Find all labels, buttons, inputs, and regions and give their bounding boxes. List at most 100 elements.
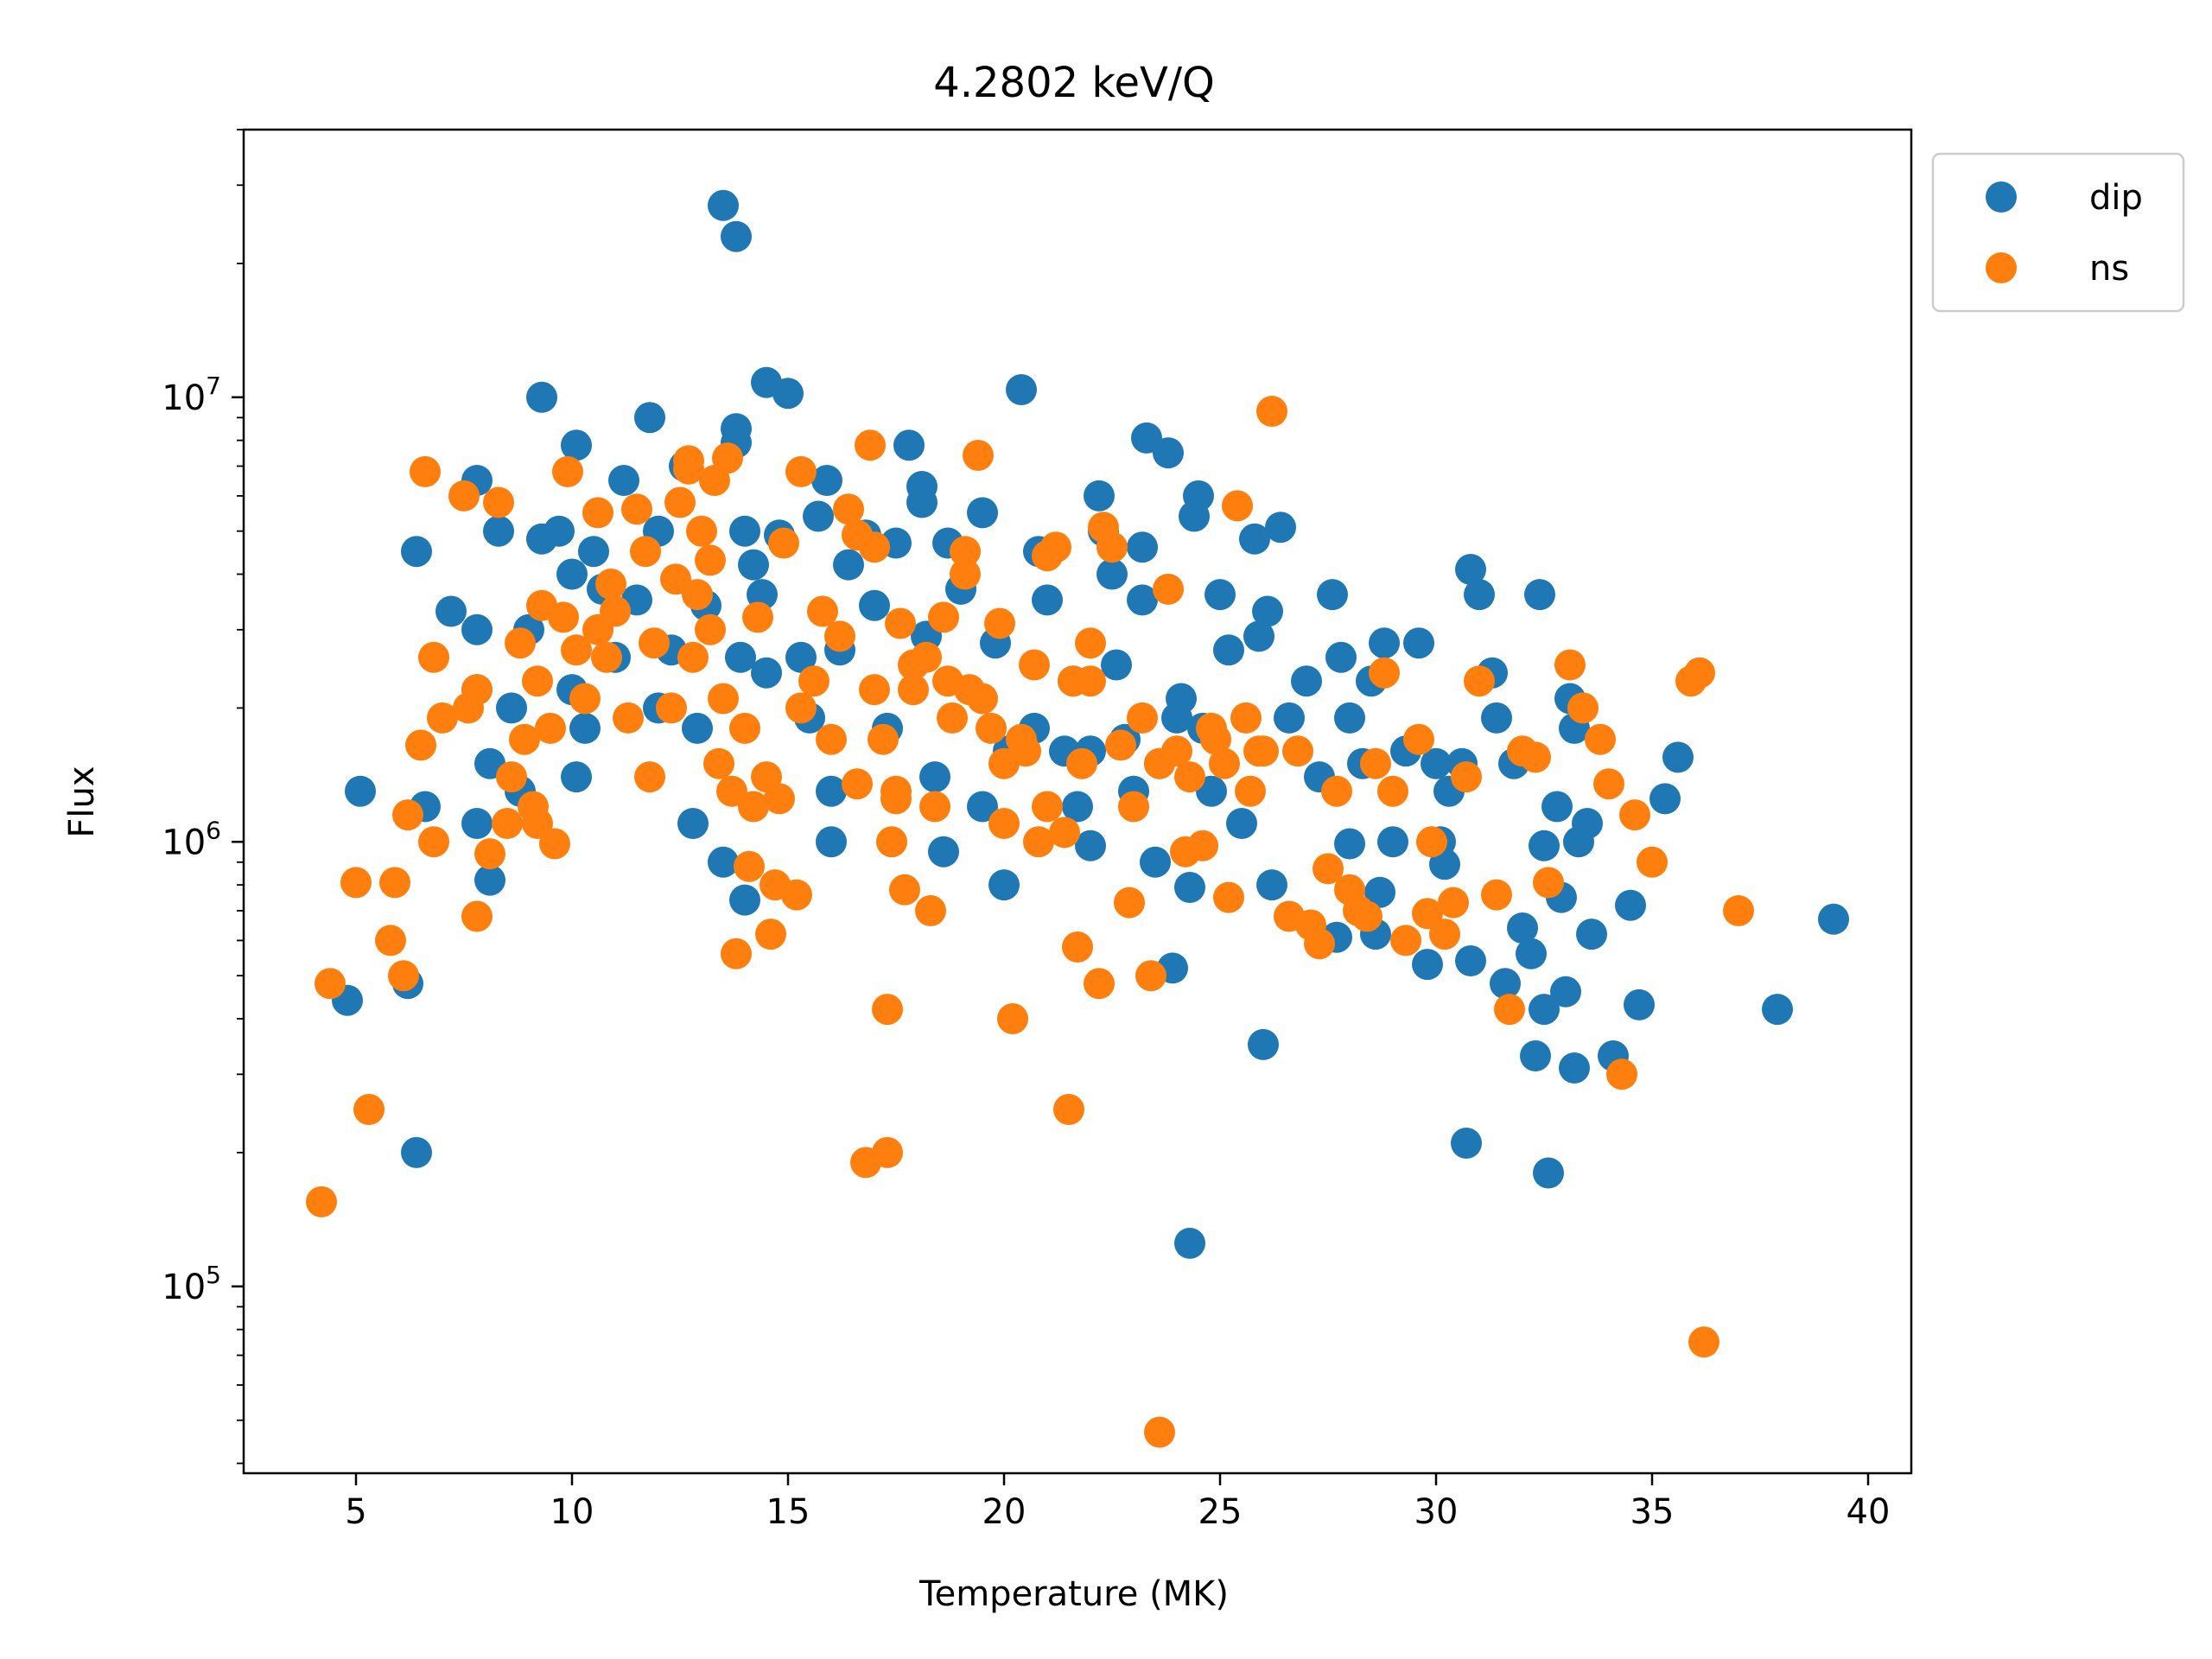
point-ns xyxy=(639,627,670,659)
point-dip xyxy=(1464,579,1495,611)
point-dip xyxy=(729,884,760,916)
point-dip xyxy=(1649,783,1681,815)
point-ns xyxy=(1127,702,1158,734)
point-ns xyxy=(785,692,817,724)
point-dip xyxy=(906,471,938,502)
point-ns xyxy=(976,712,1007,744)
point-dip xyxy=(833,549,864,581)
point-ns xyxy=(448,480,480,512)
point-dip xyxy=(1084,480,1115,512)
point-dip xyxy=(721,220,752,252)
point-ns xyxy=(522,665,553,697)
x-tick-label: 30 xyxy=(1414,1492,1459,1532)
point-dip xyxy=(1334,702,1365,734)
point-ns xyxy=(950,558,981,590)
point-ns xyxy=(1321,775,1352,807)
legend-marker-dip xyxy=(1986,181,2017,213)
point-ns xyxy=(582,497,613,529)
point-dip xyxy=(1325,641,1357,673)
point-ns xyxy=(1105,729,1136,761)
point-ns xyxy=(539,828,570,860)
point-ns xyxy=(492,808,523,839)
point-ns xyxy=(1084,968,1115,1000)
point-ns xyxy=(859,531,890,563)
point-dip xyxy=(816,826,847,858)
point-dip xyxy=(859,589,890,621)
point-ns xyxy=(613,702,644,734)
point-dip xyxy=(345,775,376,807)
point-ns xyxy=(379,867,410,899)
point-ns xyxy=(703,747,734,779)
point-dip xyxy=(1529,830,1560,861)
point-dip xyxy=(1572,808,1603,839)
point-dip xyxy=(1455,945,1486,976)
point-ns xyxy=(509,723,540,755)
point-dip xyxy=(1481,702,1512,734)
point-dip xyxy=(556,558,588,590)
point-ns xyxy=(1637,846,1668,878)
point-dip xyxy=(1559,1052,1590,1084)
point-ns xyxy=(600,595,631,627)
point-dip xyxy=(474,864,505,896)
point-ns xyxy=(686,515,717,547)
point-ns xyxy=(824,620,855,652)
point-dip xyxy=(816,775,847,807)
point-dip xyxy=(1153,437,1184,469)
point-dip xyxy=(1451,1128,1482,1159)
point-ns xyxy=(937,702,968,734)
point-ns xyxy=(708,683,739,715)
point-ns xyxy=(872,1136,903,1168)
point-ns xyxy=(729,712,760,744)
point-ns xyxy=(1351,900,1382,932)
point-ns xyxy=(630,536,661,568)
point-ns xyxy=(1593,768,1624,800)
point-ns xyxy=(1684,657,1715,689)
point-dip xyxy=(1516,938,1547,969)
point-ns xyxy=(1619,799,1650,831)
x-tick-label: 35 xyxy=(1630,1492,1675,1532)
point-ns xyxy=(1451,761,1482,793)
point-dip xyxy=(1183,480,1214,512)
point-ns xyxy=(392,799,423,831)
point-ns xyxy=(664,486,696,518)
point-ns xyxy=(1075,627,1106,659)
point-ns xyxy=(552,455,583,487)
point-ns xyxy=(1585,723,1616,755)
legend-label-ns: ns xyxy=(2089,249,2129,289)
point-ns xyxy=(496,761,527,793)
point-ns xyxy=(1520,741,1551,773)
legend: dip ns xyxy=(1931,152,2185,313)
chart-title: 4.2802 keV/Q xyxy=(933,59,1215,107)
point-dip xyxy=(729,515,760,547)
point-dip xyxy=(708,189,739,221)
point-ns xyxy=(1040,531,1071,563)
point-ns xyxy=(522,808,553,839)
point-ns xyxy=(1174,761,1205,793)
point-ns xyxy=(1403,723,1434,755)
point-ns xyxy=(340,867,372,899)
y-tick-label: 105 xyxy=(162,1261,221,1307)
point-dip xyxy=(967,791,998,823)
point-ns xyxy=(1464,665,1495,697)
point-dip xyxy=(738,549,769,581)
point-dip xyxy=(1256,869,1287,901)
point-dip xyxy=(751,657,782,689)
point-ns xyxy=(353,1094,385,1125)
point-ns xyxy=(768,527,799,559)
point-dip xyxy=(1274,702,1305,734)
point-ns xyxy=(1360,747,1391,779)
point-dip xyxy=(1455,554,1486,585)
point-ns xyxy=(1066,747,1097,779)
point-ns xyxy=(1412,898,1443,930)
point-ns xyxy=(807,595,838,627)
point-dip xyxy=(1576,918,1607,950)
point-ns xyxy=(742,601,773,633)
point-dip xyxy=(1364,876,1395,908)
point-dip xyxy=(785,641,817,673)
point-ns xyxy=(569,683,601,715)
point-dip xyxy=(1403,627,1434,659)
point-dip xyxy=(1421,747,1452,779)
point-ns xyxy=(781,879,812,911)
point-dip xyxy=(1075,830,1106,861)
